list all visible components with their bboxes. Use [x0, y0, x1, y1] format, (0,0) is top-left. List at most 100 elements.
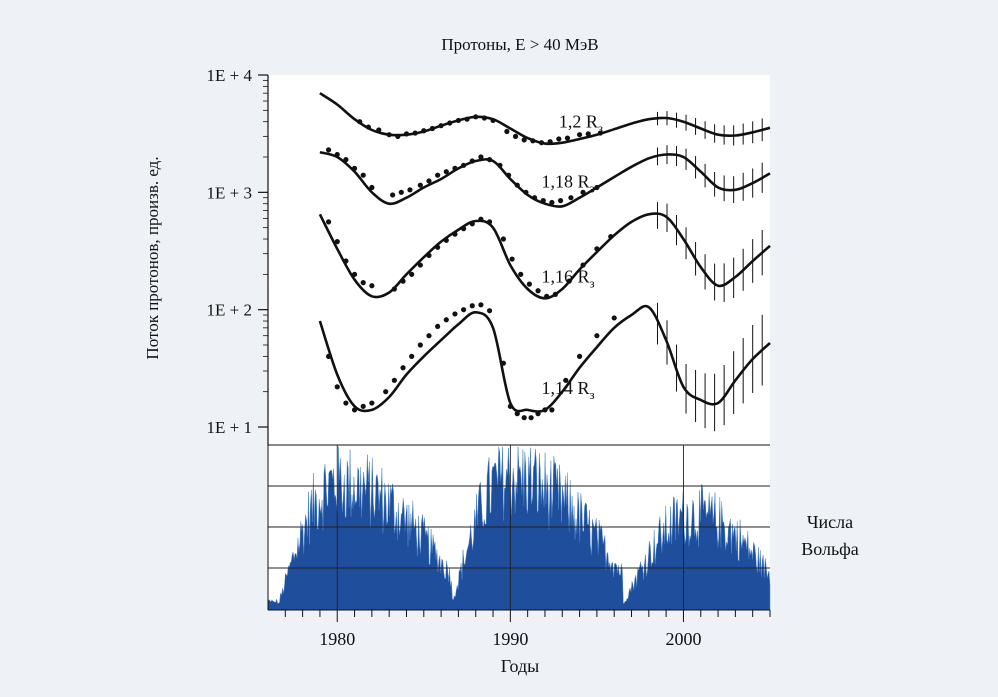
data-point [512, 133, 519, 139]
data-point [435, 323, 441, 330]
data-point [429, 125, 436, 132]
data-point [447, 120, 453, 126]
data-point [360, 280, 366, 286]
chart-title: Протоны, E > 40 МэВ [441, 35, 598, 54]
data-point [523, 189, 529, 195]
data-point [461, 226, 467, 232]
data-point [351, 407, 358, 413]
data-point [504, 128, 510, 135]
data-point [452, 311, 458, 317]
data-point [547, 139, 553, 145]
data-point [608, 233, 614, 240]
data-point [334, 384, 340, 390]
data-point [461, 307, 467, 313]
data-point [325, 353, 332, 359]
wolf-gridlines [267, 445, 770, 610]
data-point [568, 195, 574, 201]
wolf-label-line2: Вольфа [801, 539, 859, 559]
y-tick-label: 1E + 4 [207, 66, 253, 85]
data-point [497, 162, 503, 168]
y-tick-label: 1E + 2 [207, 301, 252, 320]
data-point [417, 262, 423, 268]
x-tick-label: 1990 [492, 629, 528, 649]
data-point [526, 281, 532, 287]
data-point [597, 130, 603, 136]
y-axis-label: Поток протонов, произв. ед. [143, 156, 162, 359]
x-tick-label: 2000 [665, 629, 701, 649]
data-point [580, 262, 586, 268]
data-point [351, 271, 358, 277]
data-point [443, 169, 449, 175]
data-point [521, 415, 527, 421]
wolf-label-line1: Числа [807, 512, 853, 532]
series-layer: 1,2 Rз 1,18 Rз 1,16 Rз 1,14 Rз [318, 92, 771, 432]
data-point [580, 189, 586, 195]
data-point [443, 237, 449, 243]
x-tick-label: 1980 [319, 629, 355, 649]
data-point [576, 132, 583, 138]
data-point [343, 400, 349, 406]
data-point [400, 365, 406, 371]
data-point [585, 131, 591, 137]
data-point [594, 333, 600, 339]
data-point [544, 293, 550, 299]
data-point [409, 353, 415, 359]
data-point [549, 199, 555, 206]
data-point [426, 333, 432, 339]
data-point [325, 219, 332, 225]
data-point [564, 135, 571, 141]
data-point [395, 133, 401, 139]
data-point [426, 178, 432, 184]
data-point [343, 258, 349, 264]
data-point [540, 198, 546, 204]
data-point [376, 127, 382, 133]
data-point [386, 132, 392, 138]
data-point [417, 342, 423, 348]
series-label: 1,16 Rз [542, 266, 595, 290]
data-point [509, 256, 515, 262]
data-point [360, 172, 366, 178]
data-point [538, 140, 545, 146]
data-point [521, 137, 527, 143]
data-point [469, 303, 475, 309]
data-point [556, 136, 562, 142]
data-point [452, 165, 458, 171]
series-3: 1,16 Rз [318, 202, 771, 302]
data-point [334, 239, 340, 245]
data-point [398, 189, 404, 195]
data-point [469, 221, 475, 227]
series-label: 1,14 Rз [542, 378, 595, 402]
data-point [461, 162, 467, 168]
data-point [507, 403, 513, 409]
data-point [469, 158, 475, 164]
data-point [391, 377, 397, 383]
wolf-number-fill [267, 446, 771, 611]
data-point [535, 288, 541, 294]
series-1: 1,2 Rз [319, 92, 771, 146]
data-point [535, 411, 541, 417]
data-point [576, 353, 583, 359]
data-point [417, 182, 423, 188]
series-label: 1,2 Rз [559, 112, 603, 136]
data-point [557, 198, 564, 204]
data-point [518, 271, 524, 277]
data-point [566, 278, 572, 284]
y-ticks: 1E + 1 1E + 2 1E + 3 1E + 4 [207, 66, 268, 437]
data-point [500, 236, 507, 242]
x-axis-label: Годы [501, 656, 540, 676]
data-point [421, 128, 427, 134]
data-point [478, 216, 484, 222]
data-point [530, 138, 536, 144]
data-point [486, 157, 493, 163]
data-point [412, 130, 418, 136]
data-point [549, 407, 555, 413]
data-point [383, 389, 389, 395]
wolf-number-area [267, 446, 771, 611]
data-point [343, 157, 349, 163]
data-point [435, 244, 441, 250]
data-point [407, 187, 413, 193]
data-point [455, 117, 462, 124]
wolf-number-panel: 1980 1990 2000 Годы Числа Вольфа [267, 444, 859, 676]
series-label: 1,18 Rз [542, 172, 595, 196]
